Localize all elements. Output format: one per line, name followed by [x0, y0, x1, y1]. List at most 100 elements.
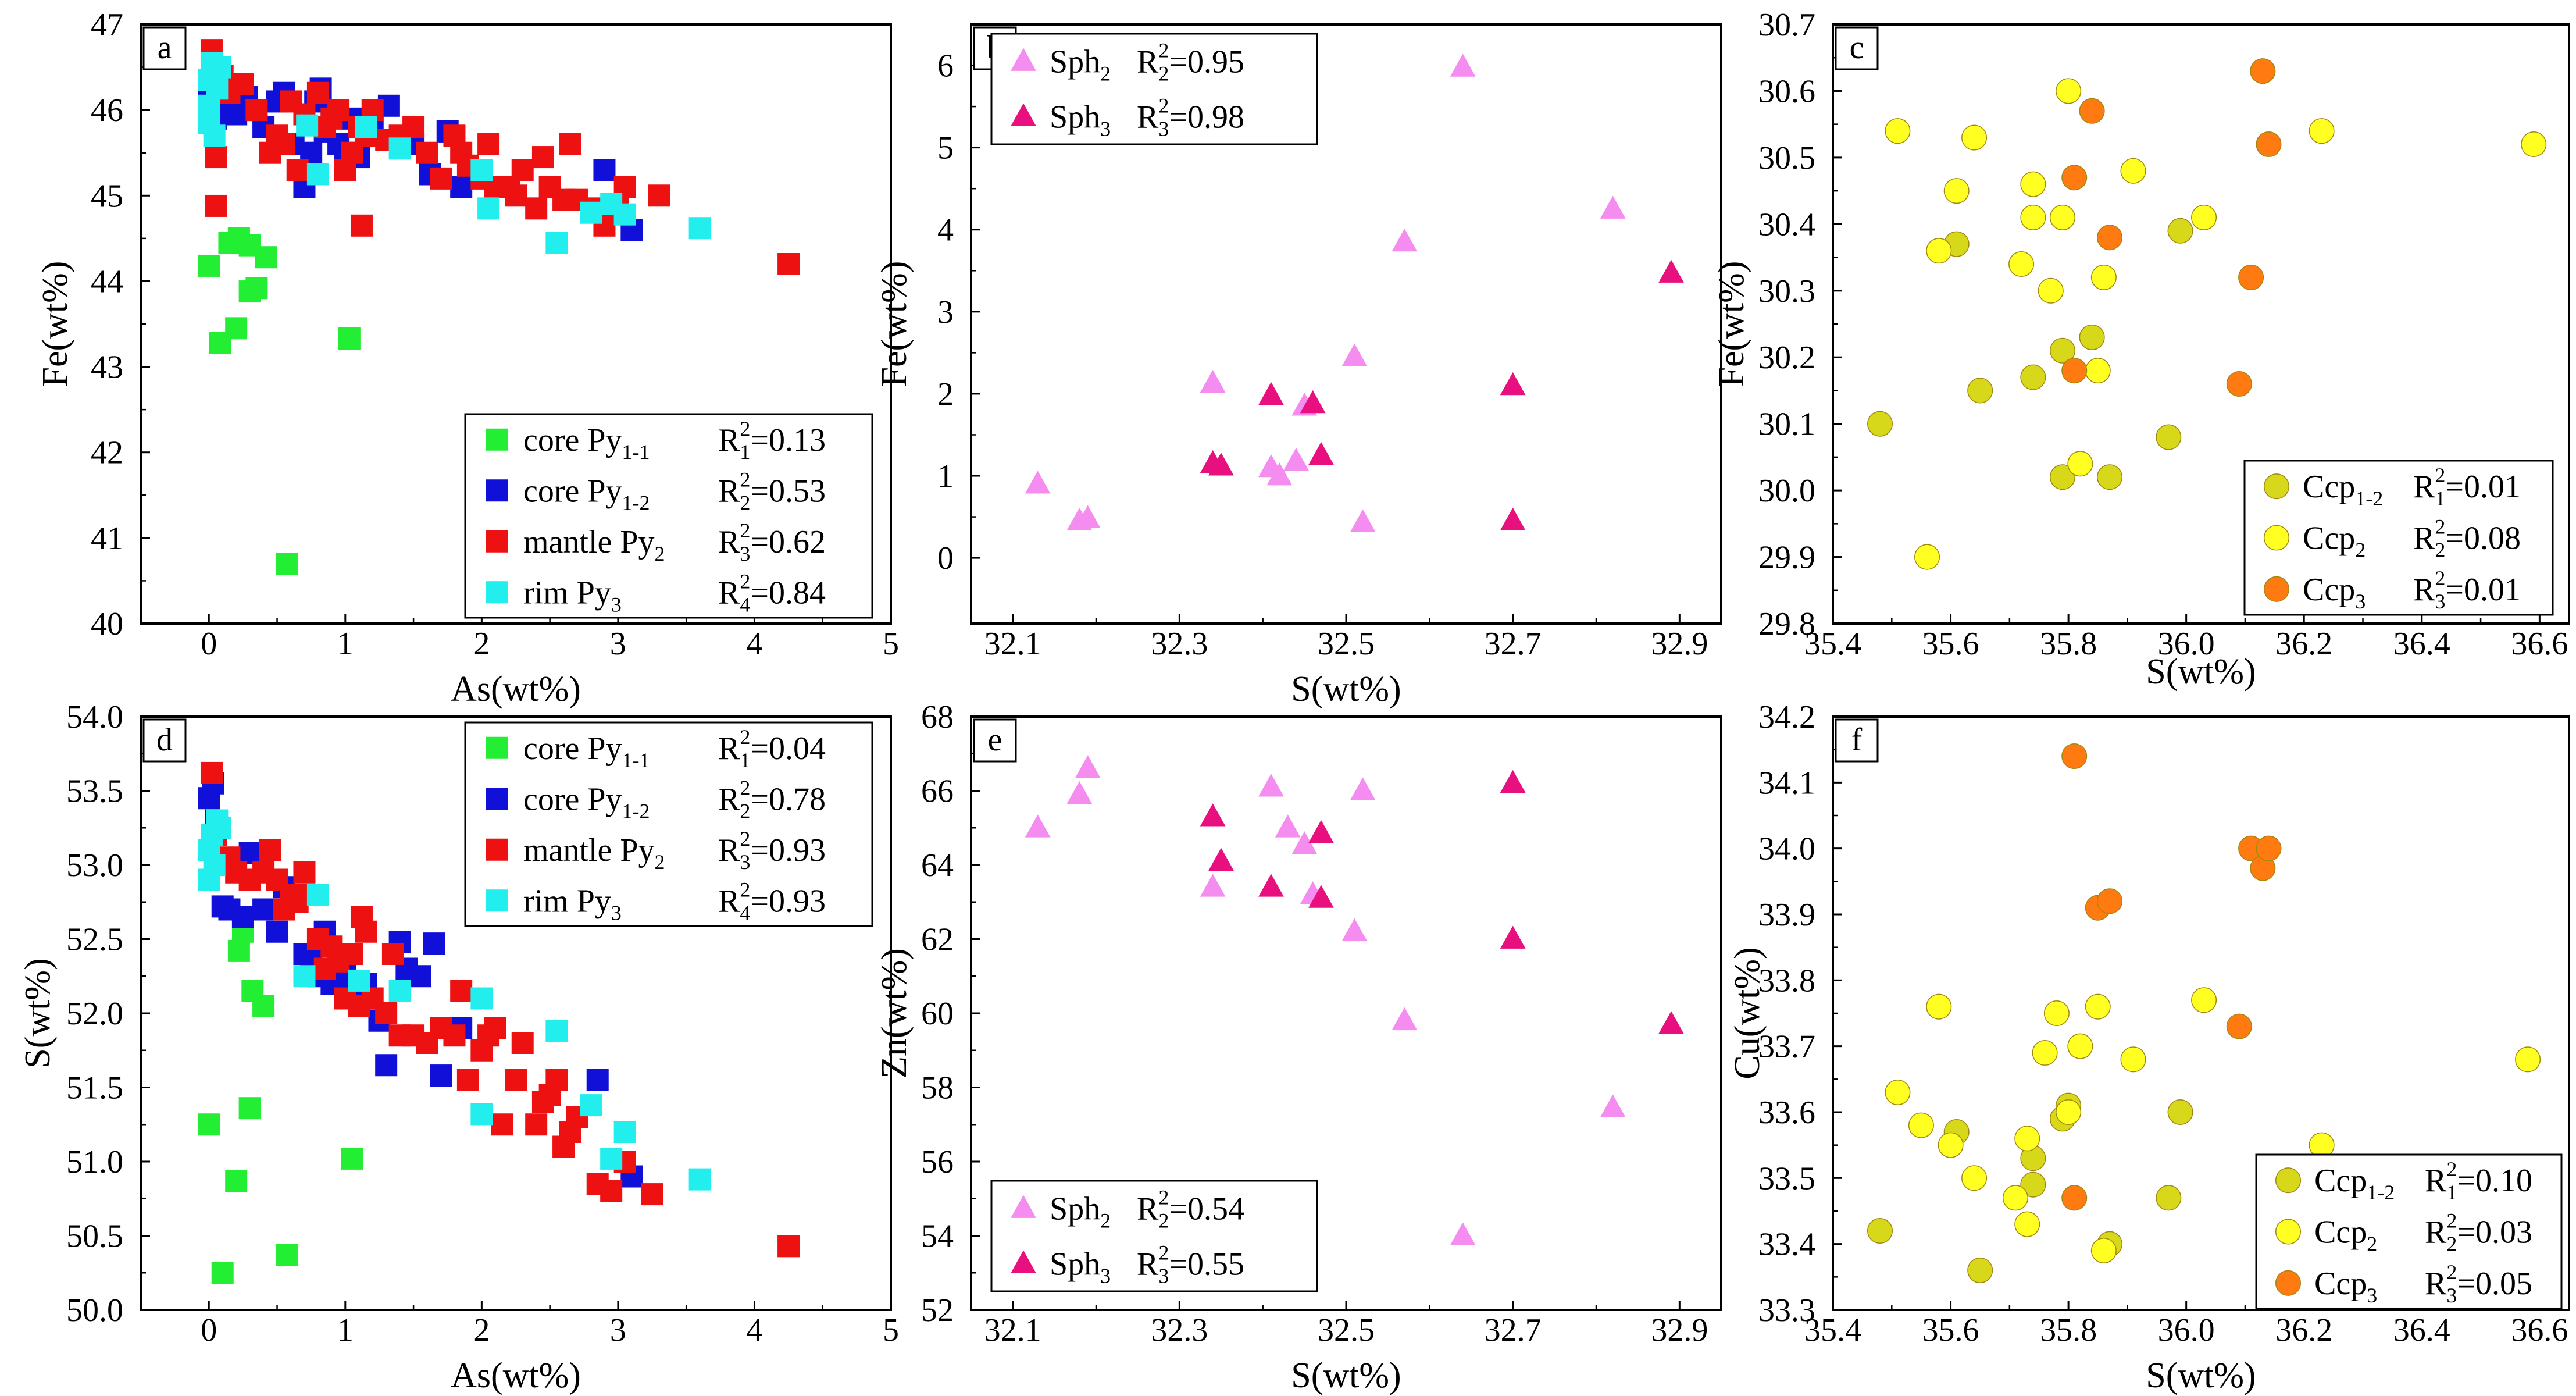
point-a-3-14: [580, 201, 602, 224]
point-a-2-9: [273, 133, 295, 155]
r2-symbol: R: [1137, 1247, 1159, 1283]
legend-name: Ccp: [2314, 1266, 2367, 1302]
r2-sub: 3: [740, 850, 750, 874]
x-tick-label: 3: [610, 1312, 626, 1348]
legend-entry: Ccp1-2 R2 1=0.01: [2263, 464, 2521, 510]
x-tick-label: 32.9: [1651, 626, 1708, 662]
point-a-0-4: [255, 246, 277, 269]
point-c-1-2: [1926, 238, 1952, 264]
y-tick-label: 33.9: [1758, 897, 1815, 933]
legend-name: Ccp: [2303, 521, 2355, 557]
x-tick-label: 32.5: [1318, 1312, 1375, 1348]
legend-entry: Sph3 R2 3=0.98: [1011, 94, 1244, 141]
legend-name-sub: 1-1: [622, 440, 650, 464]
r2-sub: 3: [740, 542, 750, 565]
legend-name: core Py: [523, 781, 622, 817]
series-a-0: [198, 227, 361, 575]
point-a-1-26: [593, 159, 616, 181]
point-d-2-31: [450, 980, 473, 1002]
point-a-2-48: [777, 253, 800, 275]
x-tick-label: 32.3: [1151, 1312, 1208, 1348]
panel-label-box: [142, 718, 187, 763]
r2-sup: 2: [2435, 567, 2445, 590]
point-d-0-8: [275, 1244, 298, 1266]
point-e-0-12: [1600, 1094, 1626, 1117]
legend-label: core Py1-2: [523, 473, 650, 514]
point-a-2-37: [525, 197, 548, 220]
series-d-3: [198, 809, 711, 1191]
legend-entry: Ccp2 R2 2=0.08: [2263, 515, 2521, 562]
legend-entry: Ccp1-2 R2 1=0.10: [2275, 1158, 2532, 1204]
point-b-1-1: [1208, 453, 1234, 476]
y-axis-label: Fe(wt%): [875, 261, 914, 387]
x-tick-label: 5: [883, 626, 899, 662]
legend-label: Sph2: [1050, 1191, 1111, 1233]
point-f-1-3: [1938, 1132, 1964, 1158]
legend-r2: R2 1=0.04: [718, 725, 826, 772]
y-tick-label: 33.7: [1758, 1029, 1815, 1065]
y-tick-label: 68: [921, 699, 954, 735]
x-tick-label: 1: [337, 1312, 354, 1348]
legend-label: core Py1-1: [523, 731, 650, 772]
r2-symbol: R: [2413, 572, 2435, 608]
point-f-1-8: [2032, 1039, 2058, 1066]
r2-sub: 1: [740, 749, 750, 772]
point-a-2-41: [559, 133, 581, 155]
series-a-3: [198, 52, 711, 254]
point-e-1-4: [1308, 885, 1334, 908]
point-d-1-6: [238, 842, 261, 864]
legend-entry: Sph2 R2 2=0.95: [1011, 39, 1244, 86]
legend-name: Sph: [1050, 99, 1100, 136]
point-e-1-1: [1208, 847, 1234, 871]
y-tick-label: 34.0: [1758, 831, 1815, 867]
x-tick-label: 32.7: [1485, 1312, 1542, 1348]
point-f-0-9: [2167, 1099, 2193, 1126]
x-tick-label: 32.5: [1318, 626, 1375, 662]
point-b-1-7: [1658, 259, 1684, 283]
r2-sup: 2: [2446, 1260, 2457, 1284]
r2-value: =0.03: [2457, 1215, 2532, 1251]
point-a-2-47: [648, 184, 670, 207]
point-c-0-2: [1967, 378, 1993, 404]
y-tick-label: 5: [937, 130, 954, 166]
point-b-0-6: [1283, 447, 1309, 471]
panel-e: 32.1 32.3 32.5 32.7 32.9525456586062646668S(…: [875, 699, 1722, 1395]
point-a-2-36: [511, 159, 534, 181]
legend-entry: core Py1-2 R2 2=0.78: [486, 776, 826, 822]
legend-r2: R2 3=0.01: [2413, 567, 2521, 613]
r2-symbol: R: [2413, 469, 2435, 505]
legend-marker: [2263, 576, 2290, 602]
panel-label: a: [158, 30, 172, 66]
point-d-2-7: [259, 839, 281, 861]
point-f-1-15: [2191, 987, 2217, 1013]
r2-sup: 2: [2446, 1209, 2457, 1233]
point-d-1-23: [409, 965, 431, 988]
legend-r2: R2 2=0.54: [1137, 1186, 1244, 1233]
y-tick-label: 53.0: [66, 847, 123, 884]
legend-r2: R2 3=0.05: [2425, 1260, 2532, 1307]
point-f-2-4: [2226, 1013, 2252, 1039]
legend-label: Ccp1-2: [2314, 1163, 2395, 1204]
point-c-1-0: [1885, 118, 1911, 144]
point-c-2-2: [2079, 98, 2105, 124]
point-f-1-14: [2120, 1046, 2146, 1073]
r2-sup: 2: [740, 776, 750, 799]
point-f-1-13: [2090, 1237, 2117, 1264]
r2-value: =0.78: [750, 781, 826, 817]
legend-name: Ccp: [2314, 1163, 2367, 1199]
y-tick-label: 30.3: [1758, 273, 1815, 309]
point-c-1-12: [2085, 358, 2111, 384]
point-e-1-0: [1200, 803, 1226, 827]
point-e-0-1: [1066, 781, 1093, 804]
point-d-3-3: [203, 854, 226, 876]
legend-entry: core Py1-1 R2 1=0.13: [486, 417, 826, 464]
y-tick-label: 29.8: [1758, 606, 1815, 642]
panel-b: 32.1 32.3 32.5 32.7 32.90123456S(wt%)Fe(wt%)…: [875, 23, 1722, 709]
x-tick-label: 0: [201, 1312, 217, 1348]
series-c-1: [1885, 78, 2547, 570]
legend-marker: [486, 788, 508, 810]
point-c-1-13: [2090, 264, 2117, 290]
r2-symbol: R: [718, 473, 740, 509]
